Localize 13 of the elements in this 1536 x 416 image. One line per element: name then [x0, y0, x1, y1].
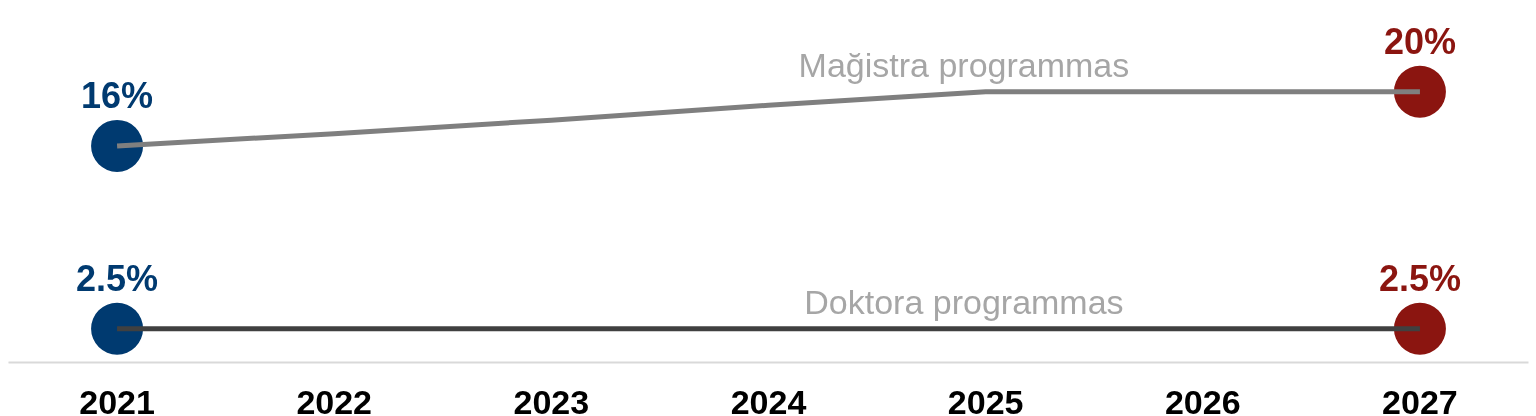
- data-label: 20%: [1383, 20, 1456, 62]
- data-label: 2.5%: [1378, 257, 1461, 299]
- data-label: 2.5%: [76, 257, 159, 299]
- series-label: Mağistra programmas: [798, 45, 1130, 84]
- x-tick-label: 2022: [296, 382, 373, 416]
- data-label: 16%: [81, 74, 154, 116]
- x-tick-label: 2026: [1164, 382, 1241, 416]
- x-tick-label: 2023: [513, 382, 590, 416]
- x-tick-label: 2024: [730, 382, 807, 416]
- x-tick-label: 2021: [79, 382, 155, 416]
- x-tick-label: 2025: [947, 382, 1024, 416]
- x-tick-label: 2027: [1382, 382, 1458, 416]
- series-label: Doktora programmas: [804, 282, 1124, 321]
